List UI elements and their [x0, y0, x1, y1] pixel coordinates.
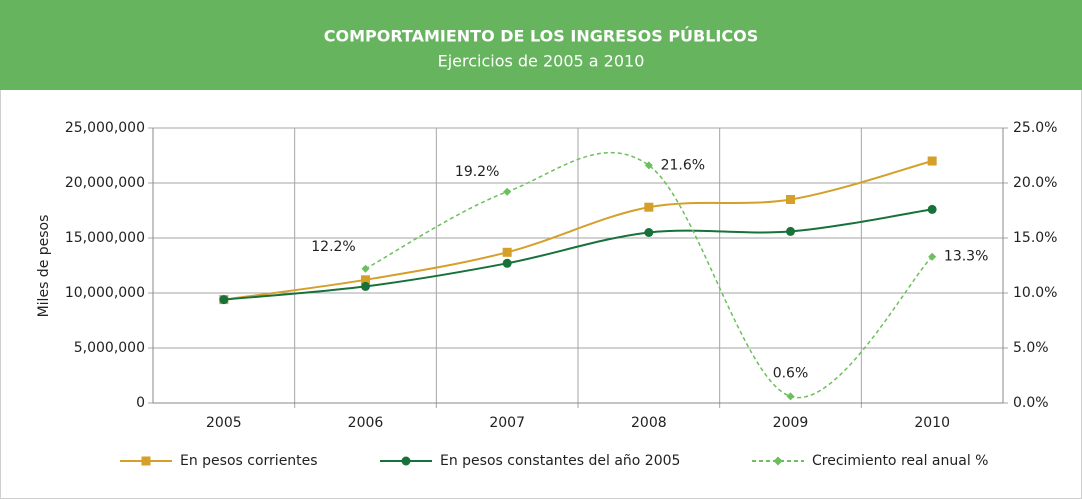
- marker: [644, 202, 654, 212]
- marker: [927, 156, 937, 166]
- y-tick-label: 0: [136, 395, 145, 411]
- x-tick-label: 2007: [489, 415, 525, 431]
- series-line: [365, 151, 933, 399]
- marker: [361, 275, 370, 285]
- y-tick-label: 25,000,000: [65, 120, 145, 136]
- y-axis-label: Miles de pesos: [36, 215, 52, 318]
- chart-title: COMPORTAMIENTO DE LOS INGRESOS PÚBLICOS: [324, 27, 759, 46]
- marker: [361, 264, 370, 273]
- x-tick-label: 2008: [631, 415, 667, 431]
- y-tick-label: 10,000,000: [65, 285, 145, 301]
- y2-tick-label: 25.0%: [1013, 120, 1057, 136]
- data-label: 12.2%: [311, 239, 355, 255]
- marker: [141, 456, 151, 466]
- marker: [502, 247, 512, 257]
- marker: [773, 456, 783, 466]
- x-tick-label: 2009: [773, 415, 809, 431]
- x-tick-label: 2006: [348, 415, 384, 431]
- marker: [786, 226, 795, 236]
- marker: [644, 228, 654, 237]
- marker: [503, 187, 512, 196]
- series-line: [223, 208, 933, 301]
- marker: [927, 204, 937, 214]
- chart-subtitle: Ejercicios de 2005 a 2010: [438, 52, 645, 71]
- marker: [644, 161, 653, 170]
- x-tick-label: 2005: [206, 415, 242, 431]
- y2-tick-label: 5.0%: [1013, 340, 1049, 356]
- marker: [786, 195, 795, 204]
- data-label: 0.6%: [773, 365, 809, 381]
- y2-tick-label: 10.0%: [1013, 285, 1057, 301]
- header: [0, 0, 1082, 90]
- legend-label: En pesos constantes del año 2005: [440, 453, 680, 469]
- marker: [219, 295, 229, 305]
- marker: [401, 456, 411, 466]
- data-label: 19.2%: [455, 164, 499, 180]
- marker: [786, 392, 795, 401]
- series-line: [223, 160, 933, 301]
- data-label: 21.6%: [661, 157, 705, 173]
- y-tick-label: 20,000,000: [65, 175, 145, 191]
- y-tick-label: 15,000,000: [65, 230, 145, 246]
- y2-tick-label: 0.0%: [1013, 395, 1049, 411]
- marker: [361, 281, 370, 291]
- y2-tick-label: 20.0%: [1013, 175, 1057, 191]
- marker: [928, 252, 937, 261]
- data-label: 13.3%: [944, 249, 988, 265]
- x-tick-label: 2010: [914, 415, 950, 431]
- y2-tick-label: 15.0%: [1013, 230, 1057, 246]
- legend-label: En pesos corrientes: [180, 453, 318, 469]
- y-tick-label: 5,000,000: [74, 340, 145, 356]
- legend-label: Crecimiento real anual %: [812, 453, 988, 469]
- marker: [502, 258, 512, 268]
